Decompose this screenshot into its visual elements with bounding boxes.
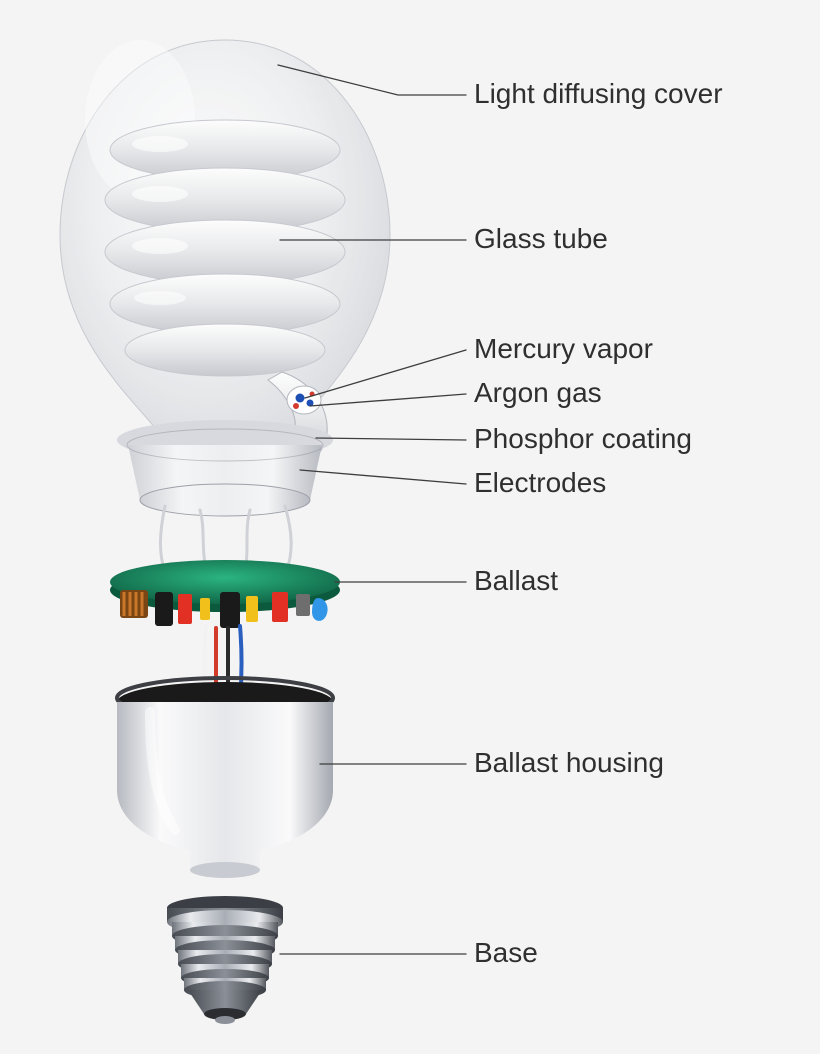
label-base: Base: [474, 937, 538, 969]
label-mercury-vapor: Mercury vapor: [474, 333, 653, 365]
ballast-pcb: [110, 560, 340, 628]
glass-tube-shape: [105, 120, 345, 376]
ballast-housing-shape: [117, 678, 333, 878]
label-argon-gas: Argon gas: [474, 377, 602, 409]
label-electrodes: Electrodes: [474, 467, 606, 499]
label-ballast: Ballast: [474, 565, 558, 597]
leader-phosphor-coating: [316, 438, 466, 440]
label-phosphor-coating: Phosphor coating: [474, 423, 692, 455]
label-glass-tube: Glass tube: [474, 223, 608, 255]
leader-electrodes: [300, 470, 466, 484]
cfl-bulb-diagram: [0, 0, 820, 1054]
label-diffusing-cover: Light diffusing cover: [474, 78, 723, 110]
leader-argon-gas: [310, 394, 466, 406]
bulb-collar: [117, 420, 333, 516]
label-ballast-housing: Ballast housing: [474, 747, 664, 779]
screw-base-shape: [167, 896, 283, 1024]
